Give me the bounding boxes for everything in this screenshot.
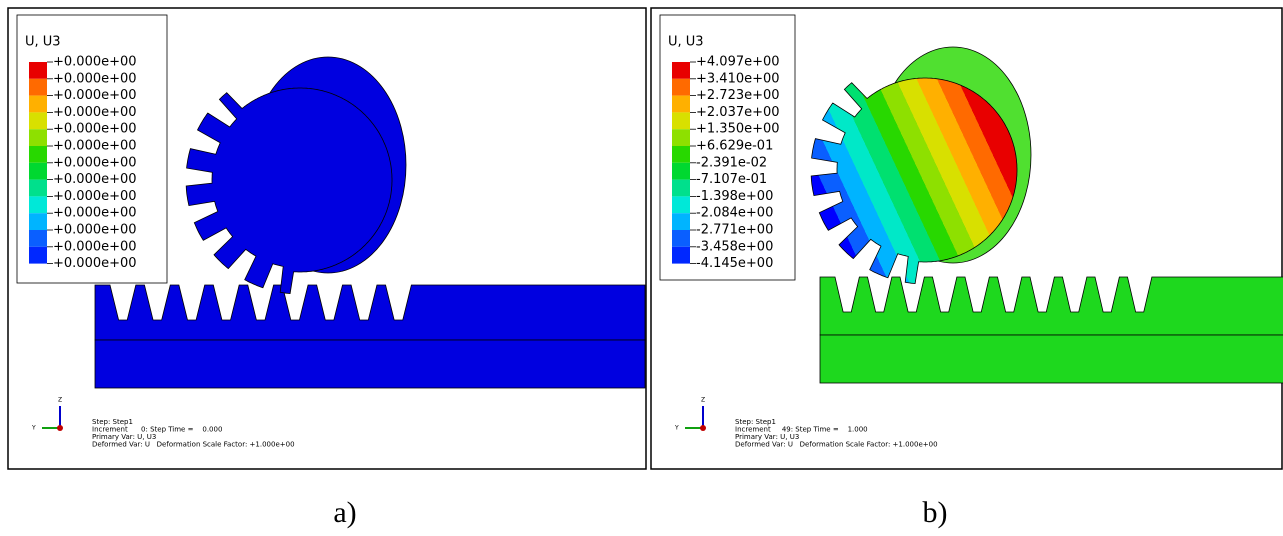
caption: a) <box>333 496 356 529</box>
legend-band <box>29 163 47 180</box>
legend-label: +0.000e+00 <box>53 105 137 120</box>
legend-band <box>29 146 47 163</box>
legend-band <box>672 247 690 264</box>
legend-label: +0.000e+00 <box>53 155 137 170</box>
legend-band <box>672 79 690 96</box>
legend-label: +0.000e+00 <box>53 55 137 70</box>
step-info: Deformed Var: U Deformation Scale Factor… <box>735 441 938 449</box>
triad-label: Y <box>31 425 36 432</box>
legend-label: +0.000e+00 <box>53 256 137 271</box>
legend-band <box>29 79 47 96</box>
legend-label: +0.000e+00 <box>53 122 137 137</box>
legend-band <box>672 196 690 213</box>
legend-band <box>672 112 690 129</box>
legend-band <box>672 180 690 197</box>
rack-base <box>95 340 645 388</box>
triad-x <box>57 425 63 431</box>
legend-band <box>672 146 690 163</box>
legend-label: -2.391e-02 <box>696 155 767 170</box>
triad-x <box>700 425 706 431</box>
legend-label: +0.000e+00 <box>53 189 137 204</box>
legend-label: +0.000e+00 <box>53 139 137 154</box>
legend-label: +3.410e+00 <box>696 71 780 86</box>
legend-label: -4.145e+00 <box>696 256 773 271</box>
legend-band <box>672 96 690 113</box>
legend-label: +2.037e+00 <box>696 105 780 120</box>
legend-band <box>29 62 47 79</box>
legend-label: +6.629e-01 <box>696 139 773 154</box>
legend-label: +0.000e+00 <box>53 71 137 86</box>
legend-band <box>672 129 690 146</box>
step-info: Deformed Var: U Deformation Scale Factor… <box>92 441 295 449</box>
legend-label: +1.350e+00 <box>696 122 780 137</box>
legend-band <box>29 196 47 213</box>
legend-label: -3.458e+00 <box>696 239 773 254</box>
legend-label: +0.000e+00 <box>53 223 137 238</box>
legend-label: +0.000e+00 <box>53 239 137 254</box>
legend-band <box>672 213 690 230</box>
legend-band <box>672 230 690 247</box>
legend-label: -1.398e+00 <box>696 189 773 204</box>
legend-label: +0.000e+00 <box>53 88 137 103</box>
legend-label: -2.771e+00 <box>696 223 773 238</box>
triad-label: Z <box>58 397 62 404</box>
legend-label: -7.107e-01 <box>696 172 767 187</box>
legend-band <box>672 163 690 180</box>
legend-label: +2.723e+00 <box>696 88 780 103</box>
legend-band <box>29 247 47 264</box>
rack-base <box>820 335 1283 383</box>
legend-band <box>29 180 47 197</box>
figure: U, U3+0.000e+00+0.000e+00+0.000e+00+0.00… <box>0 0 1283 536</box>
legend-title: U, U3 <box>25 35 61 50</box>
legend-band <box>29 96 47 113</box>
legend-band <box>672 62 690 79</box>
caption: b) <box>923 496 948 529</box>
legend-band <box>29 112 47 129</box>
triad-label: Y <box>674 425 679 432</box>
triad-label: Z <box>701 397 705 404</box>
legend-title: U, U3 <box>668 35 704 50</box>
legend-label: +0.000e+00 <box>53 206 137 221</box>
legend-band <box>29 129 47 146</box>
legend-label: +0.000e+00 <box>53 172 137 187</box>
legend-band <box>29 213 47 230</box>
legend-label: -2.084e+00 <box>696 206 773 221</box>
legend-label: +4.097e+00 <box>696 55 780 70</box>
legend-band <box>29 230 47 247</box>
